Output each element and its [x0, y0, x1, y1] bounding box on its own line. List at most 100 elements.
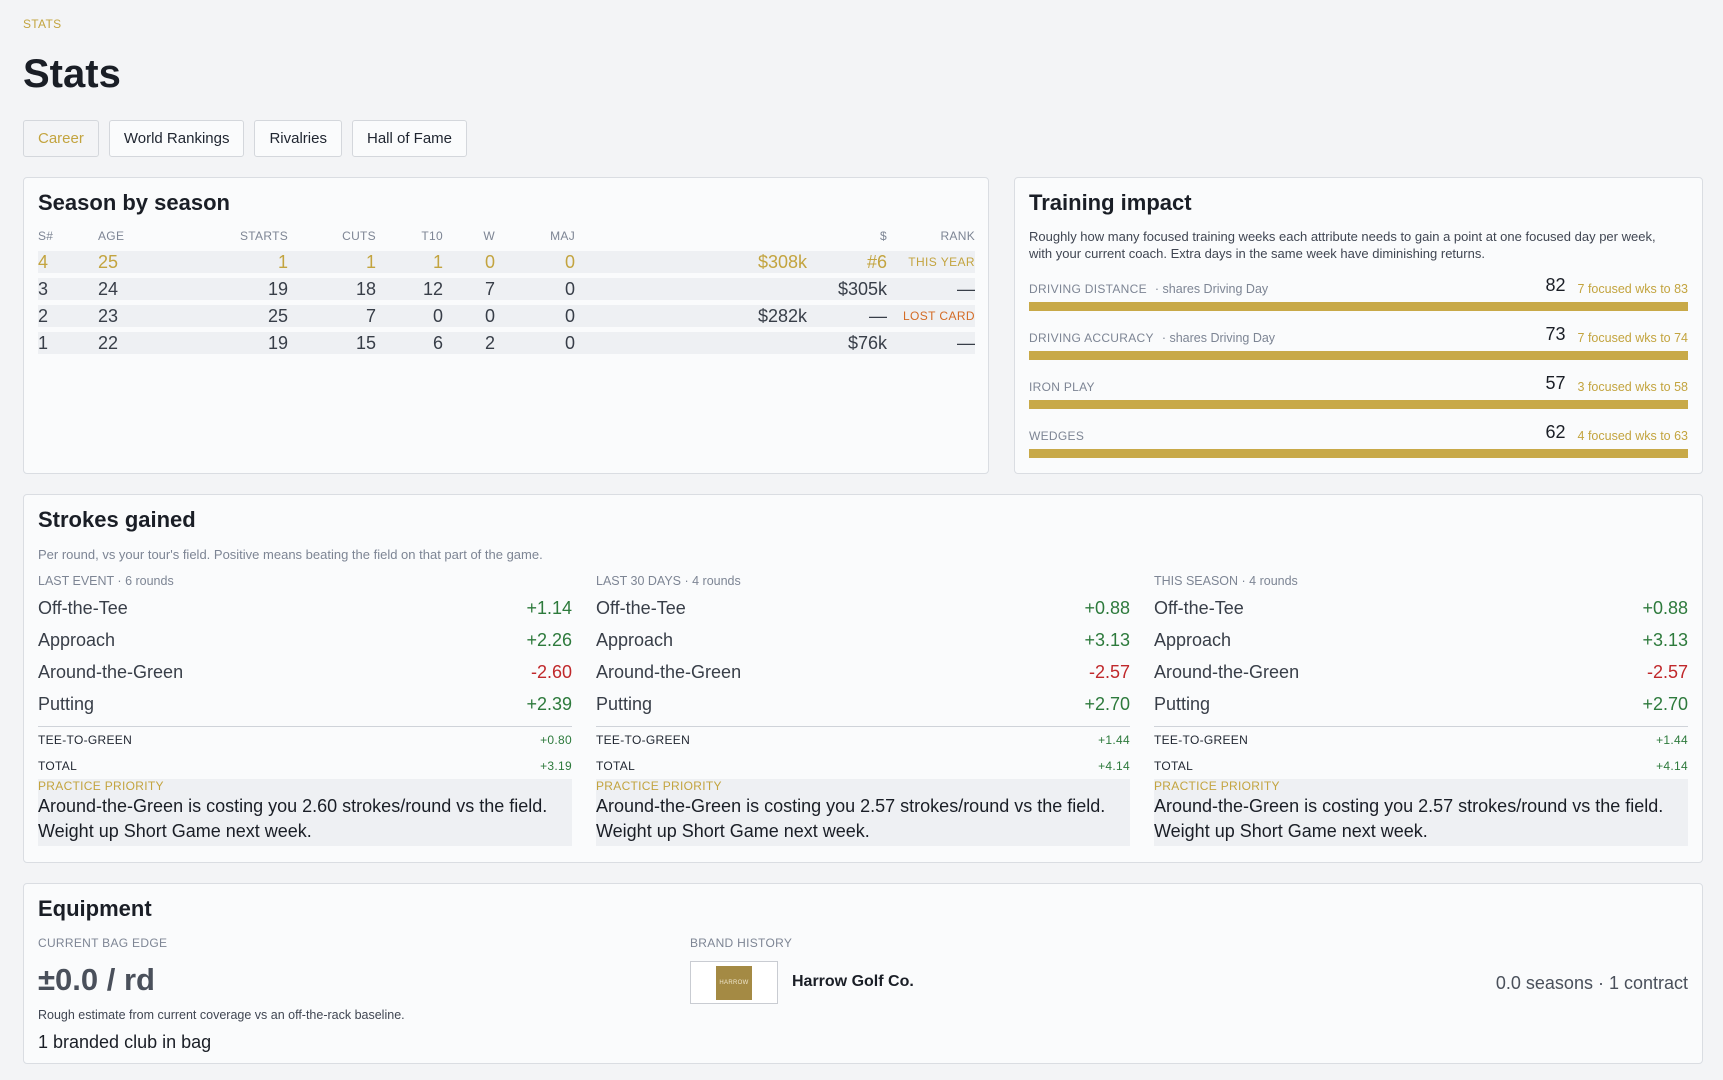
- bag-edge-label: CURRENT BAG EDGE: [38, 936, 168, 950]
- brand-name: Harrow Golf Co.: [792, 973, 914, 990]
- strokes-total: TOTAL +3.19: [38, 753, 572, 779]
- practice-priority-text: Around-the-Green is costing you 2.57 str…: [596, 796, 1106, 841]
- season-starts: 19: [267, 332, 288, 353]
- attribute-driving-accuracy: DRIVING ACCURACY · shares Driving Day 73…: [1029, 321, 1688, 360]
- tab-world-rankings[interactable]: World Rankings: [108, 120, 245, 157]
- season-t10: 6: [432, 332, 443, 353]
- season-majors: 0: [564, 305, 575, 326]
- training-description: Roughly how many focused training weeks …: [1029, 229, 1656, 261]
- season-wins: 0: [484, 251, 495, 272]
- season-t10: 12: [422, 278, 443, 299]
- strokes-tee-to-green: TEE-TO-GREEN +1.44: [1154, 727, 1688, 753]
- training-impact-panel: Training impact Roughly how many focused…: [1014, 177, 1703, 474]
- strokes-line: Off-the-Tee +1.14: [38, 592, 572, 624]
- attribute-name: IRON PLAY: [1029, 380, 1095, 394]
- season-wins: 2: [484, 332, 495, 353]
- attribute-iron-play: IRON PLAY 57 3 focused wks to 58: [1029, 370, 1688, 409]
- table-row: 4 25 1 1 1 0 0 $308k #6 THIS YEAR: [38, 251, 975, 273]
- strokes-value: +2.26: [526, 629, 572, 650]
- attribute-driving-distance: DRIVING DISTANCE · shares Driving Day 82…: [1029, 272, 1688, 311]
- strokes-divider: [38, 726, 572, 727]
- strokes-line: Off-the-Tee +0.88: [596, 592, 1130, 624]
- strokes-column: LAST 30 DAYS · 4 rounds Off-the-Tee +0.8…: [596, 574, 1130, 846]
- strokes-line: Putting +2.70: [596, 688, 1130, 720]
- attribute-weeks-note: 3 focused wks to 58: [1577, 380, 1688, 394]
- strokes-line: Around-the-Green -2.60: [38, 656, 572, 688]
- attribute-progress-bar: [1029, 302, 1688, 311]
- season-rank: —: [957, 278, 975, 299]
- season-number: 3: [38, 278, 49, 299]
- tab-hall-of-fame[interactable]: Hall of Fame: [351, 120, 468, 157]
- practice-priority-label: PRACTICE PRIORITY: [38, 779, 164, 793]
- strokes-total: TOTAL +4.14: [596, 753, 1130, 779]
- strokes-category: Around-the-Green: [1154, 661, 1300, 682]
- attribute-share: · shares Driving Day: [1154, 282, 1269, 296]
- season-cuts: 15: [355, 332, 376, 353]
- strokes-value: -2.60: [530, 661, 572, 682]
- season-cuts: 7: [365, 305, 376, 326]
- total-label: TOTAL: [1154, 759, 1194, 773]
- season-by-season-panel: Season by season S# AGE STARTS CUTS T10 …: [23, 177, 989, 474]
- season-starts: 19: [267, 278, 288, 299]
- strokes-value: -2.57: [1646, 661, 1688, 682]
- tab-rivalries[interactable]: Rivalries: [254, 120, 342, 157]
- season-rank: —: [957, 332, 975, 353]
- bag-edge-value: ±0.0 / rd: [38, 962, 155, 997]
- attribute-value: 62: [1545, 422, 1566, 442]
- season-number: 2: [38, 305, 49, 326]
- col-header-cuts: CUTS: [342, 229, 376, 243]
- tee-to-green-label: TEE-TO-GREEN: [1154, 733, 1249, 747]
- col-header-starts: STARTS: [239, 229, 288, 243]
- brand-summary: 0.0 seasons · 1 contract: [1495, 973, 1688, 993]
- branded-club-count: 1 branded club in bag: [38, 1032, 212, 1052]
- strokes-value: +3.13: [1084, 629, 1130, 650]
- season-panel-title: Season by season: [38, 190, 230, 215]
- strokes-line: Off-the-Tee +0.88: [1154, 592, 1688, 624]
- strokes-tee-to-green: TEE-TO-GREEN +0.80: [38, 727, 572, 753]
- breadcrumb: STATS: [23, 17, 62, 31]
- strokes-category: Around-the-Green: [596, 661, 742, 682]
- attribute-wedges: WEDGES 62 4 focused wks to 63: [1029, 419, 1688, 458]
- strokes-divider: [596, 726, 1130, 727]
- total-label: TOTAL: [596, 759, 636, 773]
- tee-to-green-label: TEE-TO-GREEN: [38, 733, 133, 747]
- attribute-progress-fill: [1029, 351, 1688, 360]
- season-majors: 0: [564, 332, 575, 353]
- col-header-rank: RANK: [940, 229, 975, 243]
- season-t10: 1: [432, 251, 443, 272]
- season-age: 25: [98, 251, 119, 272]
- strokes-line: Approach +3.13: [1154, 624, 1688, 656]
- season-number: 1: [38, 332, 49, 353]
- strokes-panel-title: Strokes gained: [38, 507, 196, 532]
- season-money: $76k: [847, 332, 887, 353]
- attribute-name: DRIVING ACCURACY: [1029, 331, 1154, 345]
- tee-to-green-value: +1.44: [1656, 733, 1688, 747]
- season-money: $282k: [757, 305, 807, 326]
- table-row: 1 22 19 15 6 2 0 $76k —: [38, 332, 975, 354]
- season-cuts: 18: [355, 278, 376, 299]
- season-rank: —: [869, 305, 887, 326]
- season-starts: 1: [277, 251, 288, 272]
- strokes-period: THIS SEASON · 4 rounds: [1154, 574, 1298, 588]
- season-age: 24: [98, 278, 119, 299]
- col-header-money: $: [880, 229, 887, 243]
- attribute-weeks-note: 7 focused wks to 74: [1577, 331, 1688, 345]
- practice-priority-label: PRACTICE PRIORITY: [596, 779, 722, 793]
- strokes-period: LAST 30 DAYS · 4 rounds: [596, 574, 741, 588]
- tab-career[interactable]: Career: [23, 120, 99, 157]
- attribute-share: · shares Driving Day: [1161, 331, 1276, 345]
- total-value: +3.19: [540, 759, 572, 773]
- practice-priority-text: Around-the-Green is costing you 2.60 str…: [38, 796, 548, 841]
- season-t10: 0: [432, 305, 443, 326]
- strokes-category: Approach: [1154, 629, 1232, 650]
- season-table-header: S# AGE STARTS CUTS T10 W MAJ $ RANK: [38, 226, 975, 246]
- strokes-line: Approach +2.26: [38, 624, 572, 656]
- bag-edge-note: Rough estimate from current coverage vs …: [38, 1008, 405, 1022]
- practice-priority: PRACTICE PRIORITY Around-the-Green is co…: [38, 779, 572, 846]
- strokes-category: Putting: [1154, 693, 1211, 714]
- strokes-description: Per round, vs your tour's field. Positiv…: [38, 547, 543, 562]
- strokes-value: +1.14: [526, 597, 572, 618]
- strokes-period: LAST EVENT · 6 rounds: [38, 574, 174, 588]
- attribute-progress-bar: [1029, 400, 1688, 409]
- strokes-value: +0.88: [1642, 597, 1688, 618]
